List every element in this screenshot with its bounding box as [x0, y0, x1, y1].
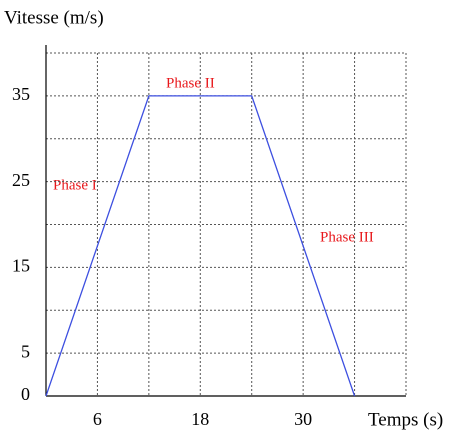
y-tick-label: 5: [21, 341, 30, 361]
annotation: Phase II: [166, 75, 215, 91]
y-axis-label: Vitesse (m/s): [4, 7, 104, 28]
x-axis-label: Temps (s): [368, 409, 443, 430]
line: [45, 95, 356, 397]
annotation: Phase III: [320, 229, 374, 245]
y-tick-label: 15: [12, 256, 30, 276]
y-tick-label: 0: [21, 384, 30, 404]
y-tick-label: 25: [12, 170, 30, 190]
y-tick-label: 35: [12, 84, 30, 104]
x-tick-label: 6: [93, 409, 102, 429]
x-tick-label: 30: [294, 409, 312, 429]
annotation: Phase I: [53, 177, 97, 193]
x-tick-label: 18: [191, 409, 209, 429]
